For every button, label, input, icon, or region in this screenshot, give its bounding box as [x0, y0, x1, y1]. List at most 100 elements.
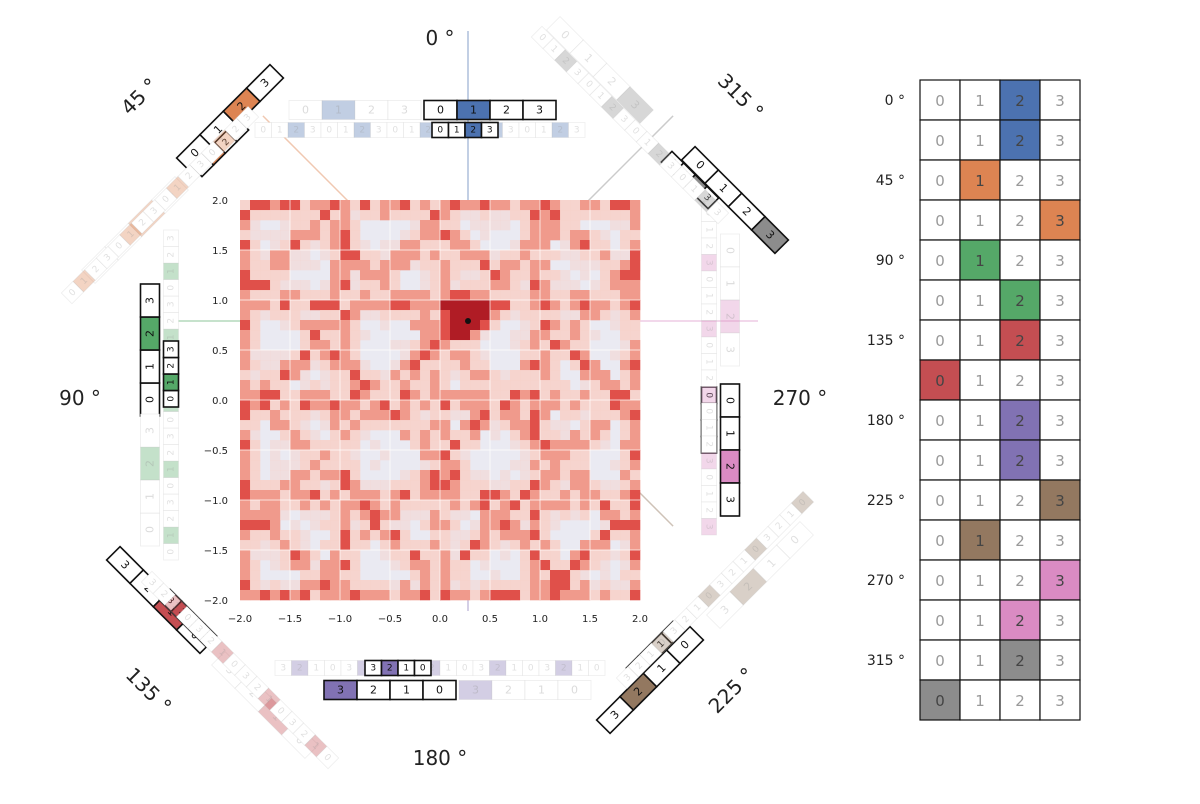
heatmap-cell — [590, 330, 601, 341]
heatmap-cell — [490, 490, 501, 501]
heatmap-cell — [490, 570, 501, 581]
heatmap-cell — [590, 200, 601, 211]
digit-cell — [288, 100, 323, 120]
digit-cell-label: 3 — [703, 260, 713, 266]
table-row-label: 270 ° — [867, 573, 905, 589]
heatmap-cell — [430, 330, 441, 341]
heatmap-cell — [580, 550, 591, 561]
heatmap-cell — [530, 240, 541, 251]
heatmap-cell — [450, 360, 461, 371]
heatmap-ytick-label: −0.5 — [204, 446, 228, 457]
heatmap-cell — [460, 200, 471, 211]
heatmap-cell — [360, 530, 371, 541]
digit-cell-label: 2 — [158, 589, 169, 600]
digit-cell-label: 3 — [337, 683, 344, 696]
table-row-label: 45 ° — [876, 173, 905, 189]
heatmap-cell — [270, 370, 281, 381]
heatmap-cell — [250, 480, 261, 491]
heatmap-cell — [600, 540, 611, 551]
heatmap-cell — [500, 200, 511, 211]
heatmap-cell — [440, 510, 451, 521]
table-row-label: 225 ° — [867, 493, 905, 509]
digit-cell — [701, 435, 717, 453]
heatmap-cell — [300, 510, 311, 521]
heatmap-cell — [360, 410, 371, 421]
digit-cell-label: 2 — [231, 124, 242, 135]
heatmap-cell — [250, 460, 261, 471]
heatmap-cell — [260, 250, 271, 261]
heatmap-cell — [560, 320, 571, 331]
heatmap-cell — [550, 320, 561, 331]
heatmap-cell — [420, 220, 431, 231]
heatmap-cell — [250, 580, 261, 591]
angle-label: 315 ° — [713, 69, 769, 125]
heatmap-cell — [350, 210, 361, 221]
heatmap-cell — [330, 380, 341, 391]
heatmap-cell — [240, 360, 251, 371]
heatmap-cell — [300, 260, 311, 271]
heatmap-cell — [330, 570, 341, 581]
heatmap-cell — [390, 410, 401, 421]
heatmap-cell — [380, 550, 391, 561]
heatmap-cell — [510, 420, 521, 431]
heatmap-cell — [450, 320, 461, 331]
digit-cell-label: 0 — [302, 103, 309, 116]
heatmap-cell — [420, 480, 431, 491]
table-cell-label: 3 — [1055, 212, 1065, 230]
digit-cell-label: 0 — [724, 397, 737, 404]
heatmap-cell — [300, 320, 311, 331]
heatmap-cell — [590, 250, 601, 261]
heatmap-cell — [510, 390, 521, 401]
heatmap — [240, 200, 641, 601]
heatmap-cell — [520, 370, 531, 381]
digit-cell — [685, 595, 710, 620]
heatmap-cell — [610, 220, 621, 231]
heatmap-cell — [290, 210, 301, 221]
table-cell-label: 2 — [1015, 292, 1025, 310]
heatmap-cell — [390, 380, 401, 391]
digit-cell-label: 3 — [508, 126, 514, 136]
heatmap-cell — [350, 580, 361, 591]
heatmap-cell — [620, 360, 631, 371]
heatmap-cell — [490, 410, 501, 421]
table-cell-label: 0 — [935, 212, 945, 230]
heatmap-cell — [560, 390, 571, 401]
digit-cell — [245, 675, 270, 700]
heatmap-cell — [520, 490, 531, 501]
heatmap-cell — [260, 580, 271, 591]
heatmap-cell — [360, 490, 371, 501]
heatmap-cell — [530, 440, 541, 451]
heatmap-cell — [520, 260, 531, 271]
heatmap-cell — [520, 590, 531, 601]
heatmap-cell — [380, 260, 391, 271]
heatmap-cell — [370, 290, 381, 301]
heatmap-cell — [480, 420, 491, 431]
heatmap-cell — [560, 400, 571, 411]
heatmap-cell — [420, 310, 431, 321]
heatmap-cell — [310, 590, 321, 601]
heatmap-cell — [590, 590, 601, 601]
heatmap-cell — [410, 380, 421, 391]
heatmap-cell — [490, 300, 501, 311]
heatmap-cell — [420, 440, 431, 451]
heatmap-cell — [250, 500, 261, 511]
heatmap-cell — [340, 210, 351, 221]
heatmap-ytick-label: 1.0 — [212, 296, 228, 307]
heatmap-cell — [290, 370, 301, 381]
digit-cell-label: 2 — [560, 56, 571, 67]
heatmap-cell — [530, 520, 541, 531]
digit-cell-label: 3 — [544, 664, 550, 674]
heatmap-cell — [350, 480, 361, 491]
heatmap-cell — [450, 390, 461, 401]
heatmap-cell — [550, 450, 561, 461]
heatmap-cell — [530, 580, 541, 591]
digit-cell — [337, 122, 355, 138]
digit-cell-label: 2 — [221, 137, 232, 148]
heatmap-cell — [400, 290, 411, 301]
heatmap-cell — [290, 410, 301, 421]
heatmap-cell — [420, 280, 431, 291]
digit-cell — [163, 229, 179, 247]
heatmap-cell — [320, 240, 331, 251]
heatmap-cell — [510, 400, 521, 411]
